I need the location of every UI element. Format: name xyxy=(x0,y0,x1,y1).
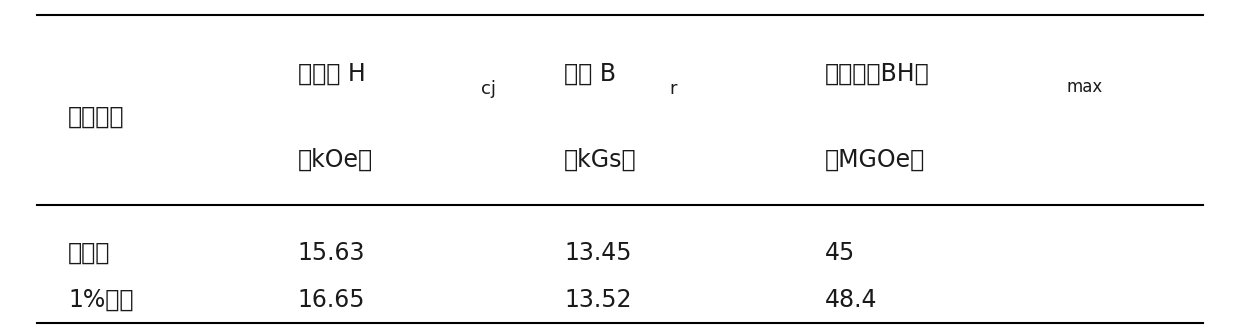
Text: 复合磁体: 复合磁体 xyxy=(68,105,125,129)
Text: 13.52: 13.52 xyxy=(564,288,631,312)
Text: 15.63: 15.63 xyxy=(298,241,365,265)
Text: 13.45: 13.45 xyxy=(564,241,631,265)
Text: cj: cj xyxy=(481,80,496,98)
Text: （kGs）: （kGs） xyxy=(564,148,637,172)
Text: （kOe）: （kOe） xyxy=(298,148,373,172)
Text: 45: 45 xyxy=(825,241,854,265)
Text: 48.4: 48.4 xyxy=(825,288,877,312)
Text: 16.65: 16.65 xyxy=(298,288,365,312)
Text: 1%掺杂: 1%掺杂 xyxy=(68,288,134,312)
Text: 未掺杂: 未掺杂 xyxy=(68,241,110,265)
Text: 剩磁 B: 剩磁 B xyxy=(564,61,616,85)
Text: （MGOe）: （MGOe） xyxy=(825,148,925,172)
Text: 矫顽力 H: 矫顽力 H xyxy=(298,61,366,85)
Text: max: max xyxy=(1066,78,1102,96)
Text: 磁能积（BH）: 磁能积（BH） xyxy=(825,61,929,85)
Text: r: r xyxy=(670,80,677,98)
